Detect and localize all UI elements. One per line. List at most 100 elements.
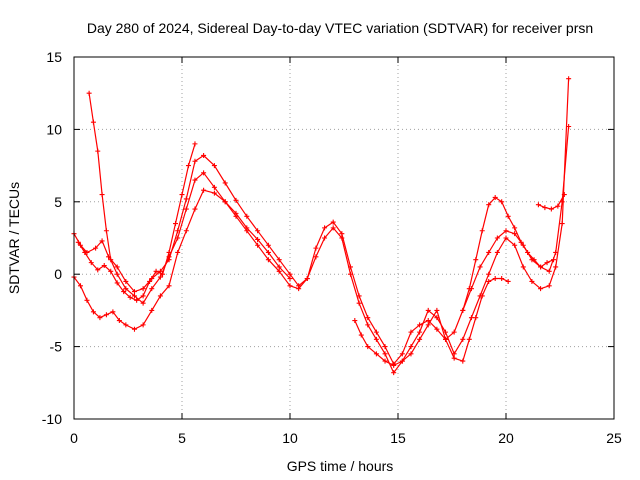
data-point: [553, 264, 559, 270]
data-point: [77, 283, 83, 289]
data-point: [529, 278, 535, 284]
series-track-e: [75, 141, 198, 303]
data-point: [356, 300, 362, 306]
data-point: [84, 297, 90, 303]
data-point: [391, 362, 397, 368]
data-point: [466, 336, 472, 342]
data-point: [160, 271, 166, 277]
data-point: [101, 263, 107, 269]
data-point: [434, 307, 440, 313]
data-point: [566, 76, 572, 82]
data-point: [313, 254, 319, 260]
data-point: [244, 213, 250, 219]
data-point: [451, 355, 457, 361]
data-point: [512, 242, 518, 248]
data-point: [82, 249, 88, 255]
data-point: [222, 199, 228, 205]
data-point: [443, 336, 449, 342]
y-tick-label: 10: [46, 121, 62, 137]
y-tick-label: -5: [50, 339, 63, 355]
data-point: [499, 276, 505, 282]
data-point: [255, 228, 261, 234]
data-point: [140, 293, 146, 299]
data-point: [166, 249, 172, 255]
series-line: [88, 78, 570, 374]
data-point: [114, 264, 120, 270]
y-tick-label: 15: [46, 49, 62, 65]
data-point: [276, 257, 282, 263]
data-point: [287, 283, 293, 289]
data-point: [99, 192, 105, 198]
data-point: [140, 286, 146, 292]
data-point: [365, 322, 371, 328]
data-point: [538, 286, 544, 292]
data-point: [473, 257, 479, 263]
data-point: [546, 283, 552, 289]
x-tick-labels: 0 5 10 15 20 25: [70, 430, 622, 446]
data-point: [512, 225, 518, 231]
data-point: [201, 187, 207, 193]
data-point: [110, 309, 116, 315]
x-tick-label: 10: [282, 430, 298, 446]
data-point: [183, 206, 189, 212]
data-point: [185, 163, 191, 169]
data-point: [103, 228, 109, 234]
data-point: [179, 192, 185, 198]
data-point: [468, 315, 474, 321]
x-tick-label: 5: [178, 430, 186, 446]
data-point: [313, 245, 319, 251]
x-tick-label: 20: [498, 430, 514, 446]
data-point: [408, 344, 414, 350]
data-point: [233, 210, 239, 216]
data-point: [173, 221, 179, 227]
data-point: [451, 329, 457, 335]
data-point: [121, 289, 127, 295]
data-point: [123, 286, 129, 292]
data-point: [544, 260, 550, 266]
data-point: [391, 370, 397, 376]
data-point: [347, 271, 353, 277]
data-point: [276, 264, 282, 270]
data-point: [555, 203, 561, 209]
data-point: [114, 280, 120, 286]
data-point: [265, 242, 271, 248]
data-point: [211, 163, 217, 169]
data-point: [211, 184, 217, 190]
data-point: [95, 148, 101, 154]
data-point: [131, 293, 137, 299]
data-point: [505, 278, 511, 284]
data-point: [244, 225, 250, 231]
data-point: [551, 257, 557, 263]
data-point: [88, 260, 94, 266]
data-point: [201, 152, 207, 158]
x-tick-label: 25: [606, 430, 622, 446]
data-point: [486, 278, 492, 284]
data-point: [287, 271, 293, 277]
data-point: [192, 141, 198, 147]
data-point: [296, 286, 302, 292]
data-point: [304, 276, 310, 282]
data-point: [373, 329, 379, 335]
data-point: [140, 322, 146, 328]
data-point: [365, 315, 371, 321]
data-point: [520, 264, 526, 270]
data-point: [86, 90, 92, 96]
data-point: [408, 329, 414, 335]
data-point: [352, 318, 358, 324]
data-point: [473, 315, 479, 321]
data-point: [192, 206, 198, 212]
x-tick-label: 0: [70, 430, 78, 446]
data-point: [201, 170, 207, 176]
data-point: [157, 293, 163, 299]
data-point: [531, 257, 537, 263]
data-point: [192, 158, 198, 164]
data-point: [479, 293, 485, 299]
data-point: [183, 196, 189, 202]
data-point: [408, 351, 414, 357]
plot-frame: [73, 56, 615, 420]
y-tick-label: 5: [54, 194, 62, 210]
series-track-g: [535, 192, 567, 212]
data-point: [425, 318, 431, 324]
y-axis-label: SDTVAR / TECUs: [6, 182, 22, 294]
data-point: [233, 197, 239, 203]
